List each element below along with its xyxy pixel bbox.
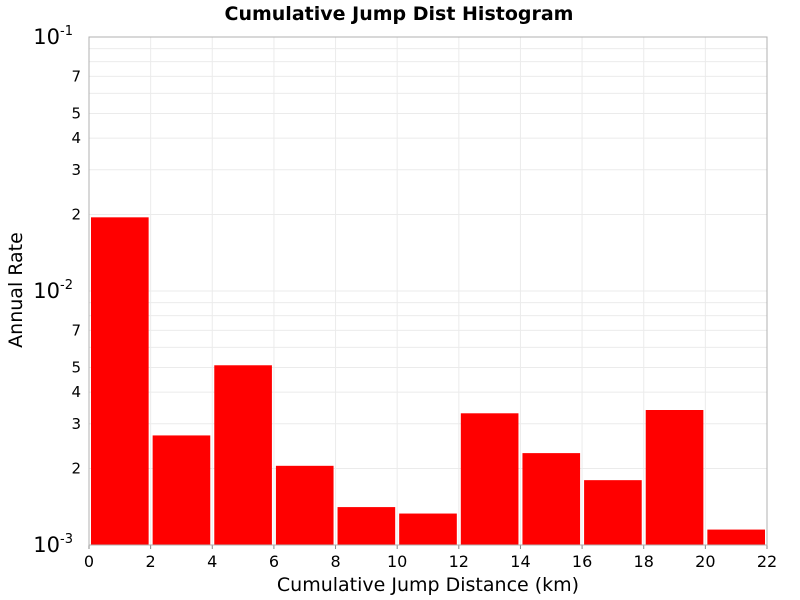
plot-frame	[88, 36, 768, 546]
y-minor-tick-label: 7	[71, 321, 81, 339]
y-major-tick-label: 10-2	[33, 278, 73, 303]
x-tick-label: 20	[695, 552, 715, 571]
histogram-bar-0	[91, 217, 149, 545]
x-tick-label: 6	[269, 552, 279, 571]
y-minor-tick-label: 7	[71, 67, 81, 85]
y-major-tick-label: 10-3	[33, 532, 73, 557]
x-tick-label: 14	[510, 552, 530, 571]
histogram-bar-6	[460, 413, 519, 545]
y-minor-tick-label: 3	[71, 161, 81, 179]
x-tick-label: 2	[146, 552, 156, 571]
y-axis-label: Annual Rate	[5, 232, 27, 348]
y-major-tick-label: 10-1	[33, 24, 73, 49]
x-tick-label: 4	[207, 552, 217, 571]
x-axis-label: Cumulative Jump Distance (km)	[277, 574, 579, 596]
histogram-bar-3	[275, 465, 334, 545]
histogram-bar-1	[152, 435, 211, 545]
x-tick-label: 18	[634, 552, 654, 571]
y-minor-tick-label: 4	[71, 383, 81, 401]
histogram-bar-8	[584, 480, 642, 545]
chart-title: Cumulative Jump Dist Histogram	[225, 3, 574, 25]
histogram-bar-10	[707, 529, 765, 545]
x-tick-label: 8	[330, 552, 340, 571]
bars	[91, 217, 765, 545]
x-tick-label: 12	[449, 552, 469, 571]
y-minor-tick-label: 5	[71, 104, 81, 122]
histogram-bar-9	[645, 410, 704, 545]
histogram-bar-5	[399, 513, 457, 545]
histogram-bar-7	[522, 453, 581, 545]
x-tick-label: 10	[387, 552, 407, 571]
x-tick-label: 22	[757, 552, 777, 571]
y-axis-ticks: 10-1 10-2 10-3 7 5 4 3 2 7 5 4 3 2	[33, 24, 81, 557]
histogram-bar-2	[214, 365, 272, 545]
y-minor-tick-label: 4	[71, 129, 81, 147]
x-axis-ticks: 0 2 4 6 8 10 12 14 16 18 20 22	[84, 545, 777, 571]
y-minor-tick-label: 5	[71, 358, 81, 376]
x-tick-label: 16	[572, 552, 592, 571]
grid-lines	[88, 37, 768, 546]
histogram-bar-4	[337, 507, 396, 545]
y-minor-tick-label: 2	[71, 460, 81, 478]
y-minor-tick-label: 3	[71, 415, 81, 433]
y-minor-tick-label: 2	[71, 206, 81, 224]
x-tick-label: 0	[84, 552, 94, 571]
